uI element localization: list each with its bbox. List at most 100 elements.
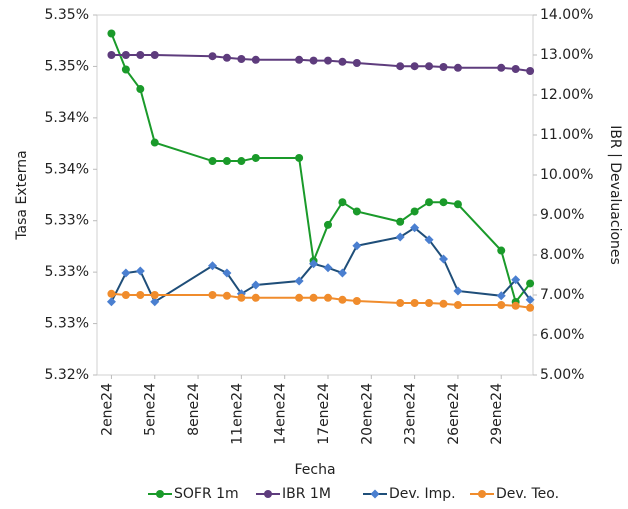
point xyxy=(135,266,145,276)
point xyxy=(396,217,405,226)
point xyxy=(237,55,246,63)
point xyxy=(150,138,159,147)
point xyxy=(395,232,405,242)
point xyxy=(208,52,217,61)
point xyxy=(237,293,246,302)
point xyxy=(425,62,434,71)
y-axis-title: Tasa Externa xyxy=(14,150,30,240)
point xyxy=(496,291,506,301)
point xyxy=(338,198,347,207)
point xyxy=(222,291,231,300)
legend-label: Dev. Imp. xyxy=(389,486,456,502)
y2-tick-label: 11.00% xyxy=(540,127,593,143)
y-tick-label: 5.35% xyxy=(45,7,89,23)
point xyxy=(352,59,361,67)
x-tick-label: 17ene24 xyxy=(316,383,332,445)
point xyxy=(295,293,304,302)
point xyxy=(222,268,232,278)
y2-axis-title: IBR | Devaluaciones xyxy=(607,125,623,265)
x-tick-label: 11ene24 xyxy=(229,383,245,445)
point xyxy=(453,286,463,296)
point xyxy=(497,301,506,309)
point xyxy=(453,63,462,72)
x-tick-label: 29ene24 xyxy=(489,383,505,445)
legend-label: SOFR 1m xyxy=(174,486,239,502)
point xyxy=(121,268,131,278)
x-axis-title: Fecha xyxy=(294,462,335,478)
point xyxy=(222,157,231,166)
point xyxy=(352,297,361,305)
point xyxy=(121,65,130,74)
series-line xyxy=(111,292,531,309)
point xyxy=(107,289,116,298)
point xyxy=(323,56,332,65)
point xyxy=(251,153,260,162)
point xyxy=(323,220,332,229)
x-tick-label: 2ene24 xyxy=(99,383,115,436)
point xyxy=(323,293,332,302)
y-tick-label: 5.34% xyxy=(45,161,89,177)
point xyxy=(136,291,145,299)
point xyxy=(526,67,535,75)
point xyxy=(497,63,506,72)
y-tick-label: 5.33% xyxy=(45,316,89,332)
legend-label: IBR 1M xyxy=(282,486,331,502)
point xyxy=(511,275,521,285)
point xyxy=(150,51,159,59)
point xyxy=(150,297,160,307)
point xyxy=(207,261,217,271)
point xyxy=(107,29,116,38)
series-line xyxy=(110,226,531,304)
y-tick-label: 5.34% xyxy=(45,110,89,126)
y-tick-label: 5.35% xyxy=(45,58,89,74)
point xyxy=(396,62,405,71)
y-tick-label: 5.33% xyxy=(45,213,89,229)
point xyxy=(295,153,304,162)
point xyxy=(150,291,159,299)
point xyxy=(309,56,318,65)
legend-marker xyxy=(264,490,272,498)
point xyxy=(453,200,462,209)
point xyxy=(136,85,145,94)
y2-tick-label: 8.00% xyxy=(540,247,584,263)
point xyxy=(410,62,419,71)
point xyxy=(208,157,217,166)
point xyxy=(425,198,434,207)
series-line xyxy=(110,33,531,305)
point xyxy=(309,293,318,302)
point xyxy=(222,53,231,62)
point xyxy=(337,268,347,278)
y2-tick-label: 5.00% xyxy=(540,367,584,383)
point xyxy=(251,280,261,290)
point xyxy=(295,55,304,64)
point xyxy=(106,297,116,307)
x-tick-label: 20ene24 xyxy=(359,383,375,445)
plot-frame xyxy=(96,14,534,376)
point xyxy=(121,51,130,59)
y2-tick-label: 9.00% xyxy=(540,207,584,223)
point xyxy=(352,241,362,251)
point xyxy=(439,299,448,308)
point xyxy=(251,55,260,64)
point xyxy=(338,57,347,66)
point xyxy=(425,299,434,307)
point xyxy=(396,299,405,307)
y2-tick-label: 13.00% xyxy=(540,47,593,63)
point xyxy=(497,246,506,255)
point xyxy=(526,303,535,312)
point xyxy=(309,259,319,269)
point xyxy=(237,157,246,166)
point xyxy=(352,207,361,216)
point xyxy=(121,291,130,299)
point xyxy=(410,299,419,307)
point xyxy=(438,254,448,264)
legend-marker xyxy=(478,490,486,498)
point xyxy=(439,63,448,71)
legend-label: Dev. Teo. xyxy=(496,486,559,502)
y2-tick-label: 7.00% xyxy=(540,287,584,303)
point xyxy=(294,276,304,286)
y2-tick-label: 10.00% xyxy=(540,167,593,183)
point xyxy=(453,301,462,309)
point xyxy=(338,295,347,304)
